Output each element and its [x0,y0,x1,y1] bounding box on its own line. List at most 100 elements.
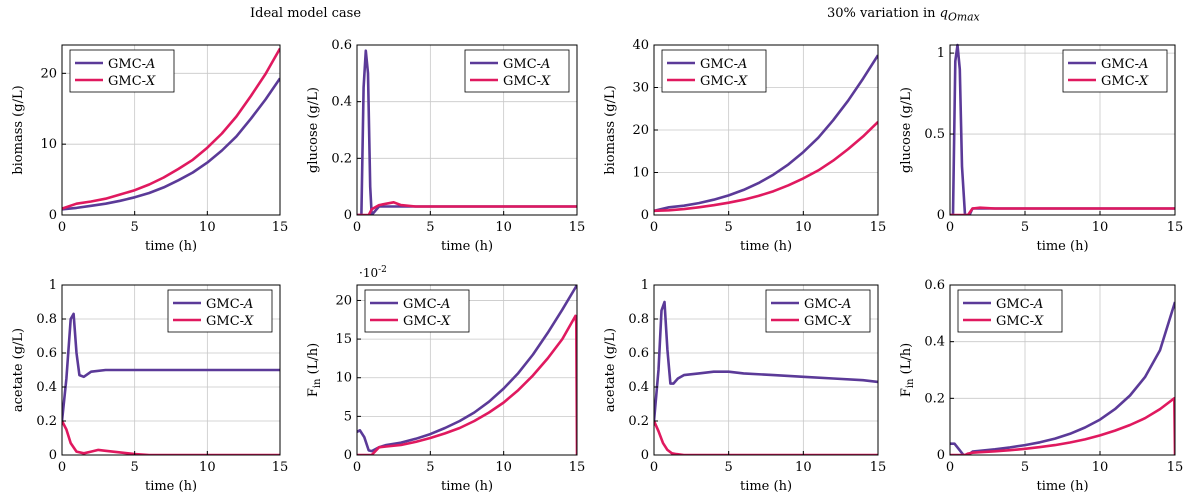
series-line-gmc-a [950,301,1175,455]
x-tick-label: 15 [272,460,289,475]
x-tick-label: 15 [870,220,887,235]
legend-label-gmc-a: GMC-A [403,297,450,312]
legend-label-gmc-a: GMC-A [1101,57,1148,72]
chart-panel-p7: 0 5 10 15 0 0.2 0.4 0.6 0.8 1 time (h) acetate (g/L… [603,278,886,494]
y-tick-label: 0 [937,208,945,223]
x-tick-label: 15 [569,220,586,235]
series-line-gmc-x [950,206,1175,215]
y-axis-label: glucose (g/L) [899,87,914,173]
x-tick-label: 10 [795,220,812,235]
legend-label-gmc-x: GMC-X [108,74,156,89]
legend: GMC-A GMC-X [661,49,767,93]
y-axis-multiplier: ·10-2 [359,265,387,280]
x-axis-label: time (h) [145,239,197,254]
y-tick-label: 0.5 [924,127,945,142]
legend-label-gmc-x: GMC-X [206,314,254,329]
right-section-title: 30% variation in qOmax [827,6,980,24]
y-axis-label: Fin (L/h) [306,343,323,397]
x-tick-label: 5 [1021,220,1029,235]
chart-panel-p6: 0 5 10 15 0 5 10 15 20 time (h) Fin (L/h) ·10-2 GMC-… [306,265,585,494]
legend-box [661,49,767,93]
x-tick-label: 0 [946,460,954,475]
series-line-gmc-x [357,201,577,215]
series-line-gmc-a [62,77,280,211]
series-line-gmc-x [654,120,878,213]
plot-frame [61,284,281,456]
y-tick-label: 1 [937,46,945,61]
x-tick-label: 15 [272,220,289,235]
x-tick-label: 5 [426,460,434,475]
legend-label-gmc-a: GMC-A [108,57,155,72]
y-tick-label: 0.4 [331,95,352,110]
legend: GMC-A GMC-X [464,49,570,93]
legend-label-gmc-x: GMC-X [700,74,748,89]
plot-frame [949,284,1176,456]
legend-label-gmc-x: GMC-X [996,314,1044,329]
x-tick-label: 0 [650,460,658,475]
x-tick-label: 5 [1021,460,1029,475]
y-tick-label: 0 [641,448,649,463]
plot-frame [61,44,281,216]
y-tick-label: 0.2 [628,414,649,429]
x-tick-label: 5 [131,220,139,235]
x-tick-label: 10 [1092,460,1109,475]
legend-label-gmc-a: GMC-A [206,297,253,312]
x-axis-label: time (h) [740,239,792,254]
x-tick-label: 15 [1167,220,1184,235]
x-tick-label: 10 [495,220,512,235]
legend-label-gmc-x: GMC-X [1101,74,1149,89]
chart-panel-p2: 0 5 10 15 0 0.2 0.4 0.6 time (h) glucose (g/L) GMC… [306,38,585,254]
x-tick-label: 10 [199,220,216,235]
x-tick-label: 10 [495,460,512,475]
series-line-gmc-x [62,47,280,210]
x-tick-label: 5 [725,220,733,235]
series-line-gmc-a [357,284,577,453]
series-line-gmc-x [654,420,878,455]
x-tick-label: 0 [353,460,361,475]
y-tick-label: 0.4 [36,380,57,395]
y-tick-label: 0 [49,208,57,223]
y-tick-label: 0.4 [924,335,945,350]
chart-panel-p5: 0 5 10 15 0 0.2 0.4 0.6 0.8 1 time (h) acetate (g/L… [11,278,288,494]
legend: GMC-A GMC-X [167,289,273,333]
legend-box [364,289,470,333]
plot-frame [653,284,879,456]
plot-frame [949,44,1176,216]
x-tick-label: 0 [58,220,66,235]
y-tick-label: 0.2 [36,414,57,429]
legend-box [957,289,1063,333]
y-tick-label: 0 [937,448,945,463]
y-tick-label: 0 [641,208,649,223]
legend-label-gmc-x: GMC-X [503,74,551,89]
series-line-gmc-x [950,396,1175,455]
x-tick-label: 15 [569,460,586,475]
y-tick-label: 0 [344,208,352,223]
y-tick-label: 1 [49,278,57,293]
legend-box [765,289,871,333]
y-tick-label: 10 [335,371,352,386]
y-tick-label: 0.6 [36,346,57,361]
legend-label-gmc-x: GMC-X [804,314,852,329]
legend-box [167,289,273,333]
y-axis-label: biomass (g/L) [11,85,26,174]
y-axis-label: acetate (g/L) [603,328,618,412]
x-tick-label: 0 [650,220,658,235]
series-line-gmc-a [654,54,878,213]
y-tick-label: 10 [40,137,57,152]
x-tick-label: 15 [870,460,887,475]
legend-label-gmc-a: GMC-A [503,57,550,72]
y-axis-label: acetate (g/L) [11,328,26,412]
legend: GMC-A GMC-X [1062,49,1168,93]
y-tick-label: 10 [632,166,649,181]
y-axis-label: Fin (L/h) [899,343,916,397]
x-tick-label: 5 [131,460,139,475]
chart-panel-p3: 0 5 10 15 0 10 20 30 40 time (h) biomass (g/L) GMC-… [603,38,886,254]
x-axis-label: time (h) [1036,239,1088,254]
plot-frame [356,44,578,216]
x-axis-label: time (h) [441,239,493,254]
legend: GMC-A GMC-X [957,289,1063,333]
y-tick-label: 40 [632,38,649,53]
series-line-gmc-a [654,300,878,422]
